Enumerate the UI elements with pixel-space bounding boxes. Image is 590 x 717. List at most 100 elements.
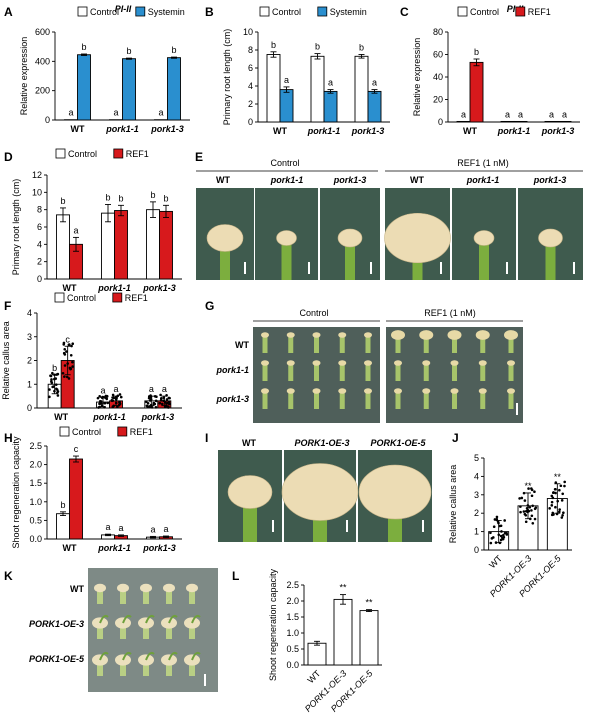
chart-h-legend-label: Control <box>72 427 101 437</box>
chart-c-bar <box>469 61 484 123</box>
chart-a-ytick-label: 400 <box>35 56 50 66</box>
photo-e-col-5: pork1-1 <box>466 175 500 185</box>
scale-bar <box>506 262 508 274</box>
chart-l-ytick-label: 0.5 <box>286 644 299 654</box>
chart-f-point <box>66 362 69 365</box>
chart-j-point <box>522 491 526 495</box>
chart-f-point <box>71 365 74 368</box>
chart-d: 0 2 4 6 8 10 12 Primary root length (cm) WT b a por… <box>11 148 182 293</box>
photo-g-explant <box>339 391 345 409</box>
chart-h-legend-swatch <box>59 426 70 437</box>
chart-f-point <box>111 399 115 402</box>
photo-e-col-4: WT <box>410 175 424 185</box>
chart-b-bar <box>354 55 369 123</box>
photo-g-callus <box>394 388 402 394</box>
chart-a-sig-label: a <box>158 108 163 118</box>
chart-j-point <box>558 510 561 514</box>
scale-bar <box>244 262 246 274</box>
chart-f-point <box>105 395 109 398</box>
photo-i-plant-callus <box>227 475 273 509</box>
photo-g-explant <box>423 391 429 409</box>
chart-f-point <box>63 364 67 367</box>
chart-c-xtick-label: pork1-3 <box>541 126 575 136</box>
photo-k-explant <box>120 623 126 639</box>
chart-j-point <box>528 505 532 509</box>
photo-g-explant <box>395 335 401 353</box>
chart-c-bar <box>557 120 572 123</box>
chart-f-point <box>158 401 162 405</box>
chart-f-point <box>70 344 73 348</box>
photo-k-explant <box>166 588 172 604</box>
photo-g-explant <box>480 391 486 409</box>
chart-j-point <box>523 499 527 502</box>
chart-j-point <box>563 480 567 484</box>
chart-j-point <box>531 522 535 525</box>
scale-bar <box>422 520 424 532</box>
photo-i-plant-callus <box>281 463 359 521</box>
photo-e: Control REF1 (1 nM) WT pork1-1 pork1-3 W… <box>196 158 583 280</box>
chart-b-sig-label: b <box>271 40 276 50</box>
chart-f-point <box>119 395 123 399</box>
chart-f-point <box>103 401 107 405</box>
photo-e-plant-stem <box>220 238 230 280</box>
chart-d-ytick-label: 2 <box>37 257 42 267</box>
photo-k-shoot <box>191 651 201 661</box>
chart-h-ytick-label: 1.5 <box>29 478 42 488</box>
chart-d-sig-label: b <box>118 193 123 203</box>
chart-b-legend-label: Systemin <box>330 7 367 17</box>
chart-a-bar <box>122 58 136 121</box>
chart-f-point <box>159 398 163 402</box>
photo-g-callus <box>475 330 490 340</box>
chart-l-ylabel: Shoot regeneration capacity <box>268 568 278 681</box>
chart-a-legend-swatch <box>135 6 146 17</box>
chart-c-ytick-label: 20 <box>433 95 443 105</box>
photo-e-plant-callus <box>337 228 363 248</box>
chart-f-point <box>53 377 56 381</box>
chart-f-point <box>118 401 121 404</box>
chart-j-point <box>548 507 551 510</box>
photo-g-explant <box>452 391 457 409</box>
chart-d-bar <box>159 210 173 280</box>
chart-f-point <box>48 388 51 391</box>
chart-b-xtick-label: pork1-1 <box>307 126 341 136</box>
chart-c-sig-label: a <box>461 109 466 119</box>
chart-b-xtick-label: pork1-3 <box>351 126 385 136</box>
chart-f-legend-swatch <box>54 292 65 303</box>
chart-f-sig-label: a <box>113 384 118 394</box>
photo-g-row-2: pork1-1 <box>215 365 249 375</box>
chart-f-point <box>163 405 167 409</box>
chart-c-bar <box>513 120 528 123</box>
chart-j-point <box>530 494 534 498</box>
chart-j-point <box>550 504 554 507</box>
photo-e-plant-stem <box>345 238 355 280</box>
chart-b-bar <box>323 90 338 123</box>
chart-f-point <box>55 373 59 376</box>
photo-k-shoot <box>122 651 132 661</box>
photo-i-col-2: PORK1-OE-3 <box>294 438 349 448</box>
chart-j-sig-label: ** <box>554 472 562 482</box>
chart-a-bar <box>77 54 91 121</box>
photo-g-callus <box>504 330 518 340</box>
photo-g-callus <box>261 360 269 366</box>
photo-k-explant <box>166 660 172 676</box>
chart-f-ylabel: Relative callus area <box>1 321 11 400</box>
panel-label-g: G <box>205 299 214 313</box>
chart-d-legend-label: Control <box>68 149 97 159</box>
photo-i-col-3: PORK1-OE-5 <box>370 438 426 448</box>
photo-g-callus <box>261 388 269 394</box>
chart-d-ytick-label: 8 <box>37 205 42 215</box>
chart-j-ytick-label: 4 <box>474 471 479 481</box>
chart-b-sig-label: a <box>328 78 333 88</box>
photo-g-explant <box>339 363 345 381</box>
chart-j-point <box>562 511 565 515</box>
chart-a-sig-label: a <box>113 108 118 118</box>
photo-g-explant <box>288 335 294 353</box>
chart-b-ytick-label: 10 <box>243 27 253 37</box>
chart-j-point <box>554 491 557 495</box>
chart-f-point <box>98 399 102 403</box>
chart-c-sig-label: b <box>474 47 479 57</box>
chart-j-point <box>493 518 497 521</box>
chart-a-ytick-label: 200 <box>35 86 50 96</box>
